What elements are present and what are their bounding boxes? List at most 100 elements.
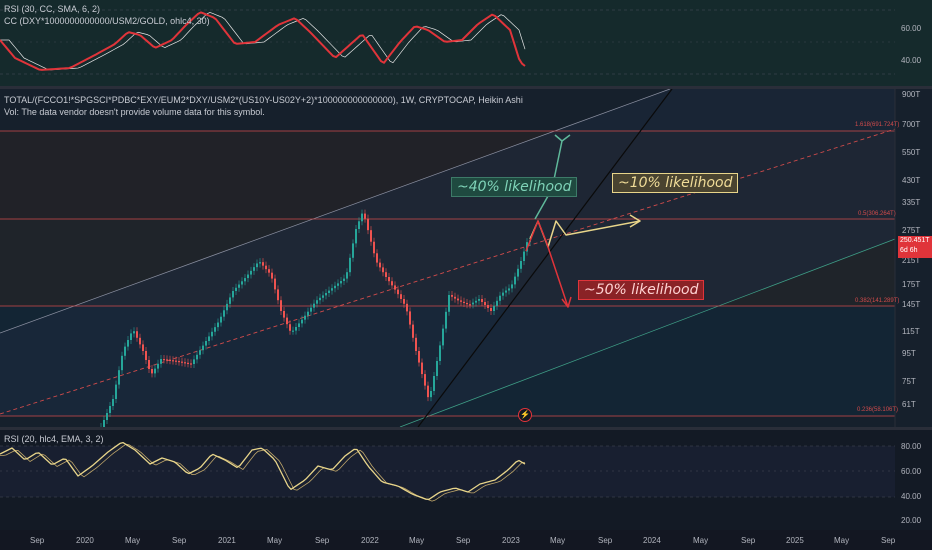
candle-body [202, 345, 204, 351]
candle-body [460, 300, 462, 302]
candle-body [319, 297, 321, 301]
candle-body [109, 406, 111, 413]
channel-upper-line [0, 89, 671, 334]
top-panel-bg [0, 0, 932, 86]
time-tick: 2021 [218, 536, 236, 545]
time-tick: 2020 [76, 536, 94, 545]
time-to-close: 6d 6h [900, 247, 918, 254]
time-tick: 2022 [361, 536, 379, 545]
candle-body [184, 362, 186, 364]
candle-body [493, 305, 495, 311]
candle-body [145, 351, 147, 360]
fib-label-05: 0.5(306.264T) [858, 211, 896, 217]
pane-separator-bottom[interactable] [0, 427, 932, 430]
top-rsi-signal-line [0, 12, 526, 71]
fib-label-1618: 1.618(691.724T) [855, 122, 900, 128]
time-axis[interactable]: Sep 2020 May Sep 2021 May Sep 2022 May S… [0, 530, 932, 550]
candle-body [316, 300, 318, 304]
candle-body [451, 295, 453, 297]
neutral-arrow-head [629, 214, 641, 228]
candle-body [484, 302, 486, 305]
candle-body [472, 302, 474, 305]
candle-body [433, 376, 435, 391]
candle-body [463, 301, 465, 303]
candle-body [124, 346, 126, 356]
price-tick: 335T [902, 198, 921, 207]
candle-body [490, 308, 492, 311]
candle-body [289, 324, 291, 331]
candle-body [448, 295, 450, 312]
candle-body [478, 299, 480, 301]
candle-body [130, 333, 132, 340]
price-tick: 61T [902, 400, 916, 409]
candle-body [295, 327, 297, 331]
candle-body [436, 361, 438, 376]
candle-body [376, 253, 378, 263]
candle-body [151, 369, 153, 374]
bottom-rsi-panel[interactable]: RSI (20, hlc4, EMA, 3, 2) 80.00 60.00 40… [0, 430, 932, 530]
candle-body [133, 331, 135, 334]
candle-body [226, 303, 228, 311]
candle-body [259, 262, 261, 264]
bottom-tick-20: 20.00 [901, 516, 922, 525]
candle-body [127, 340, 129, 347]
candle-body [178, 361, 180, 363]
candle-body [292, 330, 294, 332]
candle-body [322, 295, 324, 298]
candle-body [139, 337, 141, 345]
candle-body [313, 303, 315, 308]
top-rsi-title: RSI (30, CC, SMA, 6, 2) [4, 4, 101, 14]
bottom-tick-80: 80.00 [901, 442, 922, 451]
candle-body [349, 257, 351, 273]
candle-body [361, 213, 363, 222]
top-tick-40: 40.00 [901, 56, 922, 65]
main-price-panel[interactable]: TOTAL/(FCCO1!*SPGSCI*PDBC*EXY/EUM2*DXY/U… [0, 89, 932, 427]
candle-body [196, 354, 198, 360]
candle-body [364, 213, 366, 219]
candle-body [394, 285, 396, 290]
candle-body [337, 283, 339, 286]
candle-body [487, 305, 489, 308]
candle-body [187, 362, 189, 364]
time-tick: 2023 [502, 536, 520, 545]
candle-body [370, 230, 372, 242]
fib-label-0382: 0.382(141.289T) [855, 298, 900, 304]
candle-body [508, 288, 510, 291]
candle-body [412, 324, 414, 338]
candle-body [283, 311, 285, 318]
candle-body [331, 288, 333, 291]
candle-body [415, 337, 417, 351]
candle-body [223, 310, 225, 317]
candle-body [442, 328, 444, 346]
candle-body [475, 300, 477, 303]
time-tick: Sep [30, 536, 45, 545]
top-rsi-line [0, 11, 526, 71]
candle-body [286, 317, 288, 325]
candle-body [157, 363, 159, 369]
candle-body [418, 351, 420, 363]
top-rsi-panel[interactable]: RSI (30, CC, SMA, 6, 2) CC (DXY*10000000… [0, 0, 932, 86]
candle-body [421, 362, 423, 375]
candle-body [205, 341, 207, 346]
candle-body [517, 268, 519, 277]
candle-body [163, 359, 165, 361]
candle-body [379, 262, 381, 268]
price-tick: 95T [902, 349, 916, 358]
candle-body [220, 316, 222, 323]
price-tick: 700T [902, 120, 921, 129]
price-tick: 115T [902, 327, 920, 336]
time-tick: May [409, 536, 425, 545]
candle-body [343, 278, 345, 281]
candle-body [304, 315, 306, 320]
price-tick: 215T [902, 256, 921, 265]
lightning-icon[interactable]: ⚡ [518, 408, 532, 422]
time-tick: Sep [741, 536, 756, 545]
top-rsi-plot [0, 0, 932, 86]
pane-separator-top[interactable] [0, 86, 932, 89]
bottom-rsi-line [0, 441, 526, 500]
time-tick: Sep [315, 536, 330, 545]
candle-body [469, 304, 471, 306]
candle-body [154, 368, 156, 374]
candle-body [112, 399, 114, 406]
candle-body [481, 299, 483, 302]
